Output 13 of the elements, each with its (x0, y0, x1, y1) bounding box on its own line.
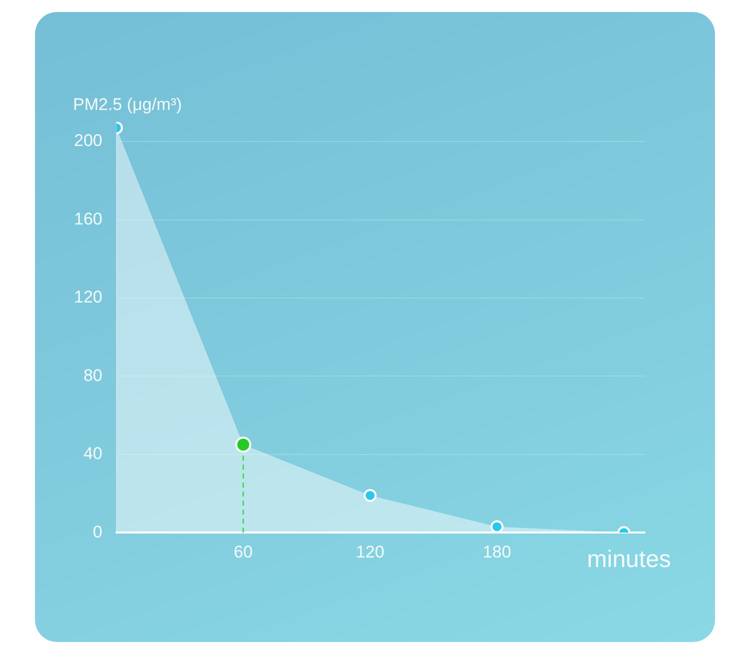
y-tick-label: 80 (83, 366, 102, 385)
x-axis-title: minutes (587, 546, 672, 573)
y-axis-title: PM2.5 (μg/m³) (73, 95, 182, 114)
y-tick-label: 120 (74, 288, 102, 307)
x-tick-label: 180 (482, 542, 512, 562)
point (364, 488, 377, 502)
y-tick-label: 200 (74, 131, 102, 150)
y-tick-label: 40 (83, 444, 102, 464)
x-tick-label: 120 (356, 542, 384, 562)
x-tick-label: 60 (234, 542, 253, 562)
y-tick-label: 0 (92, 522, 102, 542)
point (490, 520, 504, 533)
y-tick-label: 160 (74, 209, 102, 228)
